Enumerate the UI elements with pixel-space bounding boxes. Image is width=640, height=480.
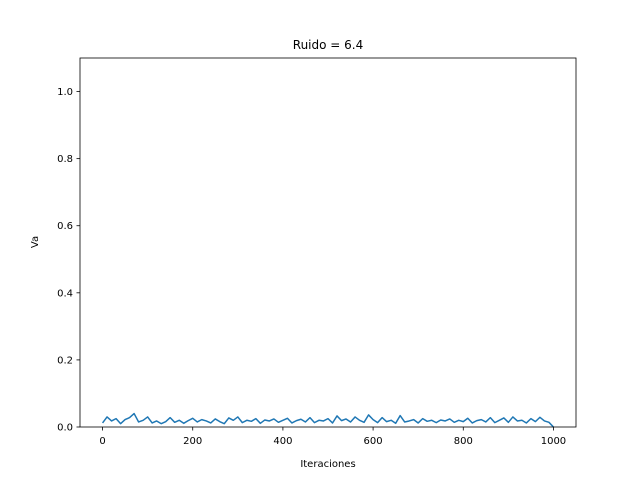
x-axis: 0 200 400 600 800 1000 bbox=[99, 427, 566, 447]
y-axis-label: Va bbox=[30, 236, 41, 248]
plot-frame bbox=[79, 57, 577, 428]
y-tick-label: 0.6 bbox=[57, 221, 73, 232]
x-tick-label: 0 bbox=[99, 436, 105, 447]
x-tick-label: 800 bbox=[454, 436, 473, 447]
series-line-0 bbox=[101, 412, 554, 428]
x-tick-label: 1000 bbox=[541, 436, 566, 447]
x-axis-label: Iteraciones bbox=[300, 459, 355, 470]
plot-area bbox=[101, 412, 554, 428]
chart-title: Ruido = 6.4 bbox=[293, 38, 363, 52]
x-tick-label: 200 bbox=[183, 436, 202, 447]
y-tick-label: 0.8 bbox=[57, 154, 73, 165]
y-tick-label: 0.0 bbox=[57, 423, 73, 434]
x-tick-label: 400 bbox=[273, 436, 292, 447]
y-tick-label: 0.4 bbox=[57, 288, 73, 299]
y-axis: 0.0 0.2 0.4 0.6 0.8 1.0 bbox=[57, 87, 80, 434]
y-tick-label: 1.0 bbox=[57, 87, 73, 98]
y-tick-label: 0.2 bbox=[57, 355, 73, 366]
x-tick-label: 600 bbox=[364, 436, 383, 447]
